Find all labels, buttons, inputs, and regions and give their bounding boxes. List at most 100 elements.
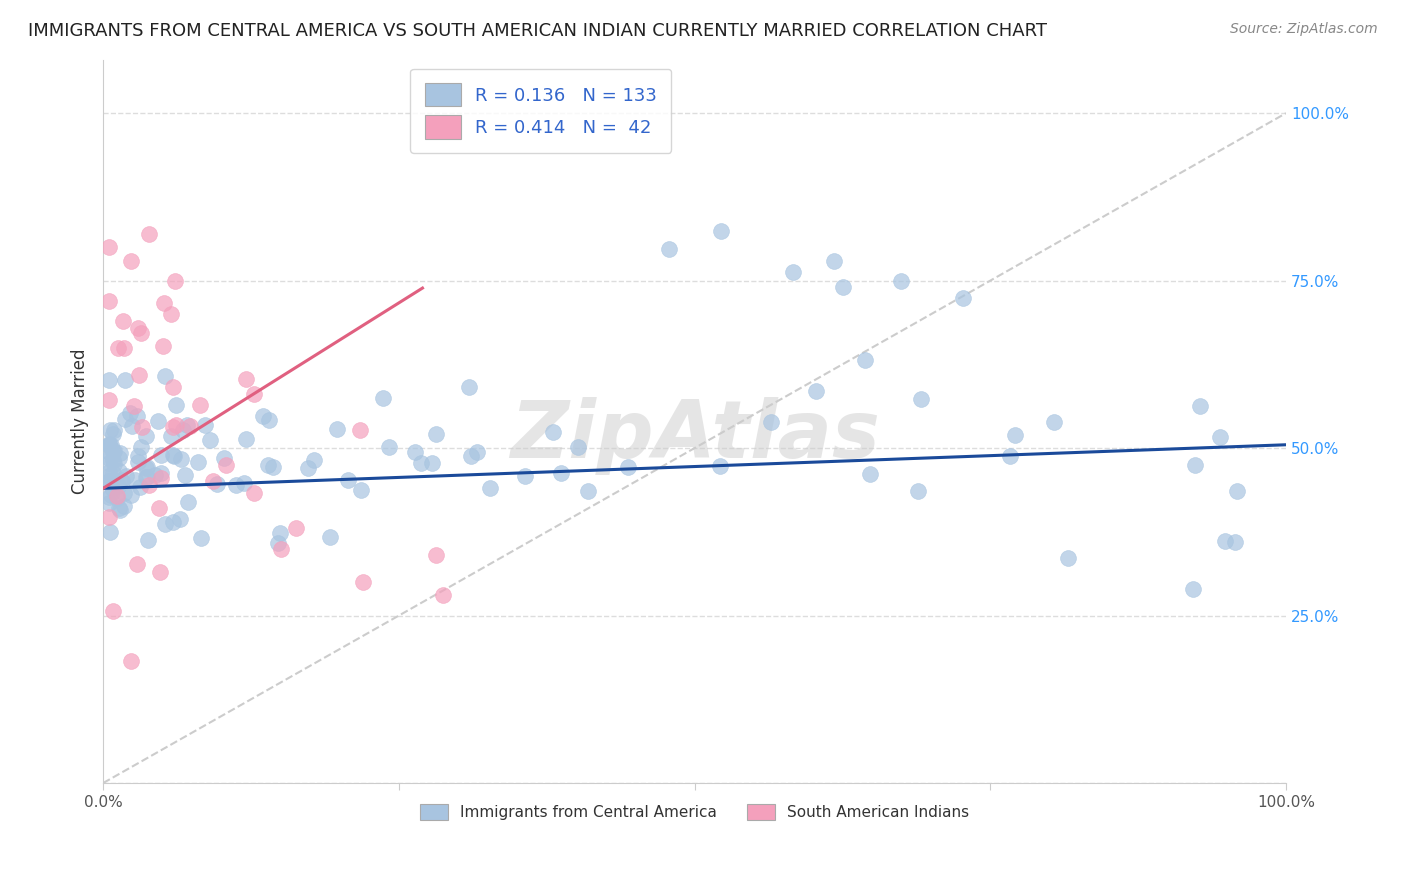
Point — [1209, 430, 1232, 444]
Point — [150, 467, 173, 481]
Point — [425, 427, 447, 442]
Text: Source: ZipAtlas.com: Source: ZipAtlas.com — [1230, 22, 1378, 37]
Point — [105, 491, 128, 505]
Point — [98, 475, 121, 489]
Point — [270, 541, 292, 556]
Point — [194, 418, 217, 433]
Point — [110, 473, 132, 487]
Point — [465, 444, 488, 458]
Point — [420, 456, 443, 470]
Point — [131, 326, 153, 340]
Point — [103, 444, 125, 458]
Point — [129, 480, 152, 494]
Point — [135, 470, 157, 484]
Point — [153, 368, 176, 383]
Point — [179, 419, 201, 434]
Point — [101, 444, 124, 458]
Point — [350, 483, 373, 497]
Point — [127, 449, 149, 463]
Point — [136, 533, 159, 547]
Point — [143, 467, 166, 482]
Point — [257, 458, 280, 473]
Point — [149, 565, 172, 579]
Point — [1004, 427, 1026, 442]
Point — [201, 475, 224, 489]
Point — [110, 502, 132, 516]
Point — [326, 422, 349, 436]
Point — [148, 501, 170, 516]
Point — [404, 445, 426, 459]
Point — [235, 432, 257, 446]
Point — [149, 470, 172, 484]
Point — [160, 429, 183, 443]
Point — [101, 604, 124, 618]
Point — [319, 530, 342, 544]
Point — [107, 341, 129, 355]
Point — [541, 425, 564, 439]
Point — [162, 420, 184, 434]
Point — [98, 469, 121, 483]
Point — [1182, 582, 1205, 597]
Y-axis label: Currently Married: Currently Married — [72, 349, 89, 494]
Point — [118, 406, 141, 420]
Point — [100, 487, 122, 501]
Point — [550, 466, 572, 480]
Point — [1223, 534, 1246, 549]
Point — [567, 440, 589, 454]
Point — [336, 474, 359, 488]
Point — [576, 484, 599, 499]
Point — [101, 481, 124, 495]
Point — [266, 536, 288, 550]
Point — [111, 314, 134, 328]
Point — [349, 423, 371, 437]
Point — [853, 353, 876, 368]
Point — [112, 500, 135, 514]
Point — [135, 429, 157, 443]
Point — [411, 456, 433, 470]
Point — [98, 456, 121, 470]
Point — [232, 475, 254, 490]
Point — [153, 296, 176, 310]
Point — [136, 470, 159, 484]
Point — [127, 320, 149, 334]
Point — [1057, 550, 1080, 565]
Point — [188, 398, 211, 412]
Point — [890, 274, 912, 288]
Point — [98, 491, 121, 505]
Point — [98, 451, 121, 466]
Point — [120, 487, 142, 501]
Point — [170, 452, 193, 467]
Point — [352, 575, 374, 590]
Point — [135, 460, 157, 475]
Point — [138, 478, 160, 492]
Point — [1000, 449, 1022, 463]
Point — [98, 293, 121, 308]
Point — [169, 512, 191, 526]
Legend: Immigrants from Central America, South American Indians: Immigrants from Central America, South A… — [413, 797, 976, 826]
Point — [1043, 415, 1066, 429]
Point — [831, 280, 853, 294]
Point — [1226, 484, 1249, 499]
Point — [190, 531, 212, 545]
Point — [165, 418, 187, 433]
Point — [952, 291, 974, 305]
Point — [107, 479, 129, 493]
Point — [101, 452, 124, 467]
Point — [120, 253, 142, 268]
Point — [150, 448, 173, 462]
Point — [114, 373, 136, 387]
Point — [128, 368, 150, 382]
Point — [98, 423, 121, 437]
Point — [98, 474, 121, 488]
Point — [176, 495, 198, 509]
Point — [111, 474, 134, 488]
Point — [478, 482, 501, 496]
Point — [1188, 399, 1211, 413]
Point — [460, 449, 482, 463]
Point — [101, 467, 124, 481]
Point — [215, 458, 238, 472]
Point — [1184, 458, 1206, 472]
Point — [146, 414, 169, 428]
Point — [121, 419, 143, 434]
Point — [98, 465, 121, 479]
